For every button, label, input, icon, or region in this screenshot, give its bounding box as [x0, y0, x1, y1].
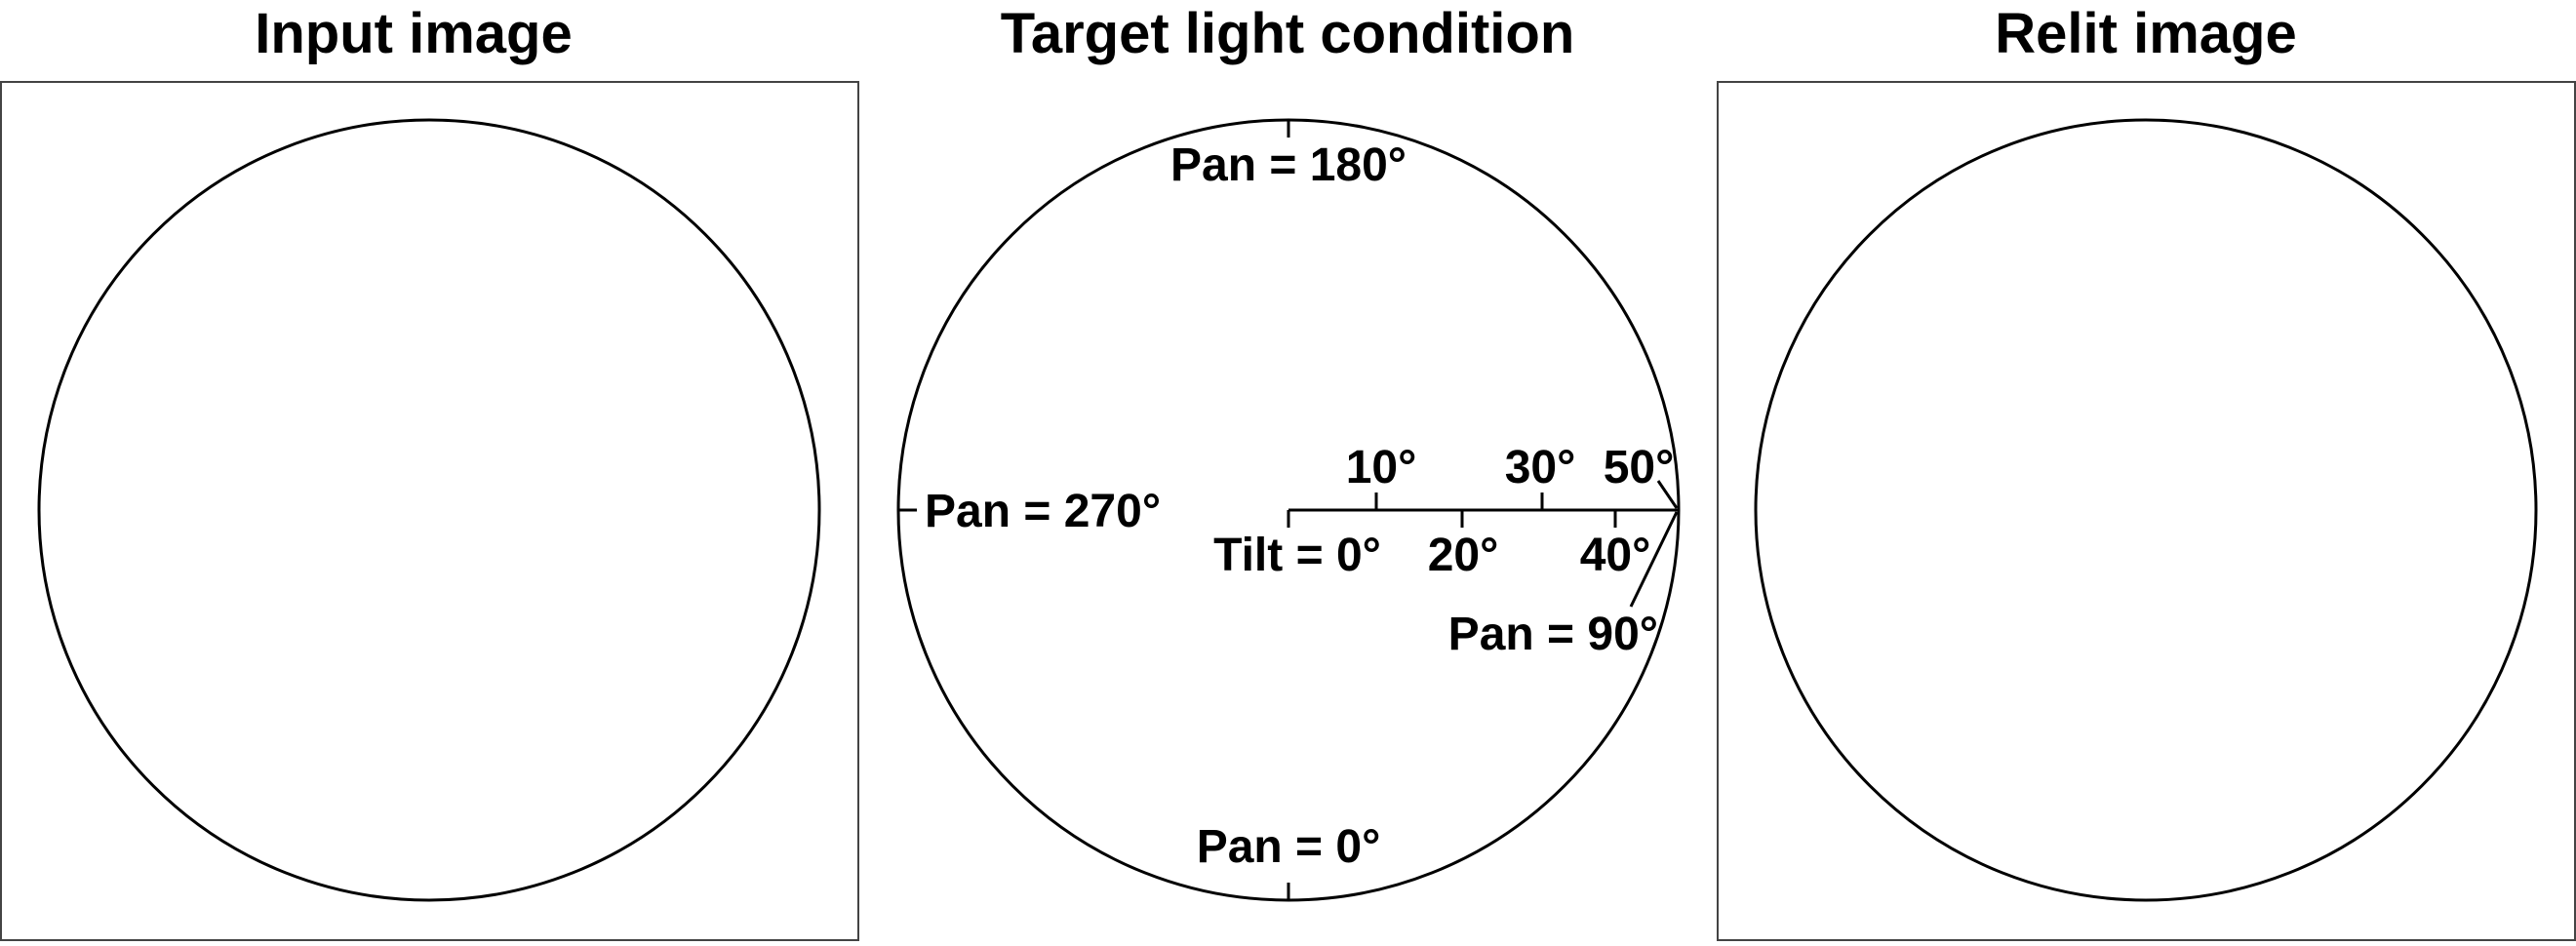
relit-panel-title: Relit image	[1995, 2, 2296, 65]
relit-image-frame	[1717, 81, 2576, 941]
pan-90-leader	[1629, 511, 1679, 608]
target-panel-title: Target light condition	[1001, 2, 1575, 65]
pan-90-label: Pan = 90°	[1448, 609, 1658, 660]
relit-panel: Relit image	[1717, 2, 2576, 941]
relit-sphere	[1754, 118, 2538, 902]
tilt-20-label: 20°	[1428, 530, 1499, 581]
tilt-0-label: Tilt = 0°	[1213, 530, 1381, 581]
input-panel: Input image	[0, 2, 859, 941]
input-image-frame	[0, 81, 859, 941]
tilt-50-leader	[1656, 480, 1679, 509]
input-sphere	[37, 118, 821, 902]
tilt-50-label: 50°	[1604, 442, 1675, 493]
pan-0-label: Pan = 0°	[1197, 821, 1381, 873]
tilt-10-label: 10°	[1346, 442, 1417, 493]
input-panel-title: Input image	[255, 2, 572, 65]
target-panel: Target light condition Pan = 180° Pan = …	[896, 2, 1681, 902]
tilt-30-label: 30°	[1505, 442, 1576, 493]
pan-180-label: Pan = 180°	[1170, 139, 1407, 191]
pan-270-label: Pan = 270°	[925, 486, 1161, 537]
tilt-40-label: 40°	[1580, 530, 1651, 581]
